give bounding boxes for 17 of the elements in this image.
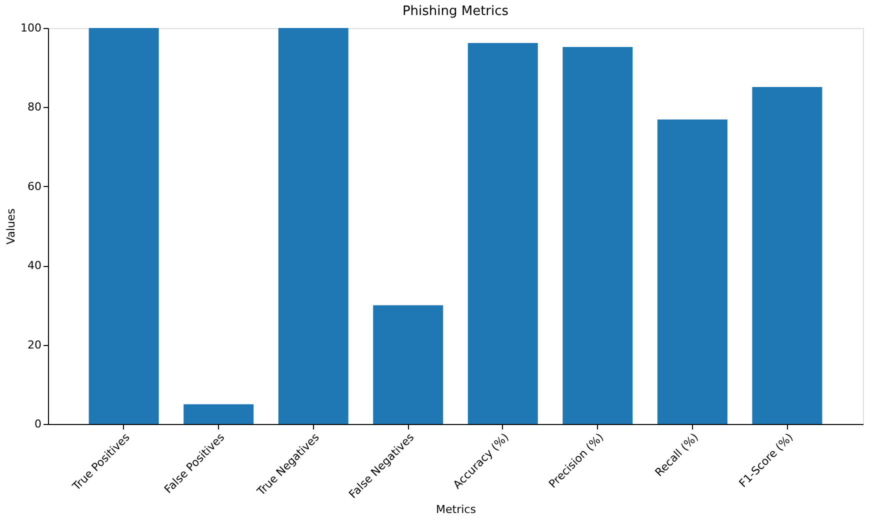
y-tick-label: 100 xyxy=(20,22,42,34)
y-tick-label: 20 xyxy=(28,338,42,352)
bar xyxy=(184,404,254,424)
bar xyxy=(373,305,444,424)
bar xyxy=(88,28,159,424)
y-tick-label: 0 xyxy=(34,418,42,430)
x-axis-title: Metrics xyxy=(436,503,476,516)
bar xyxy=(562,47,633,424)
chart-title: Phishing Metrics xyxy=(402,4,509,19)
bar xyxy=(278,28,348,424)
y-tick-label: 60 xyxy=(28,180,42,193)
y-tick-label: 40 xyxy=(28,259,42,272)
bar xyxy=(468,43,538,424)
y-tick-label: 80 xyxy=(28,100,42,114)
bar xyxy=(752,87,822,424)
y-axis-title: Values xyxy=(4,208,18,244)
bar xyxy=(657,119,728,424)
